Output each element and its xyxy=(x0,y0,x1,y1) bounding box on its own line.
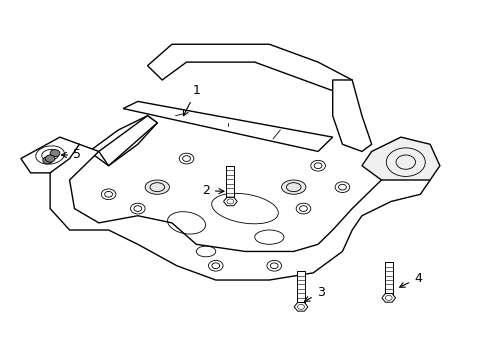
Polygon shape xyxy=(385,262,392,298)
Polygon shape xyxy=(223,197,237,206)
Text: 1: 1 xyxy=(183,84,200,116)
Polygon shape xyxy=(89,116,157,166)
Circle shape xyxy=(50,150,60,157)
Text: 2: 2 xyxy=(202,184,224,197)
Text: 5: 5 xyxy=(61,148,81,162)
Polygon shape xyxy=(362,137,440,180)
Polygon shape xyxy=(382,293,395,302)
Ellipse shape xyxy=(145,180,170,194)
Polygon shape xyxy=(99,116,157,166)
Ellipse shape xyxy=(282,180,306,194)
Text: 3: 3 xyxy=(305,286,324,301)
Polygon shape xyxy=(21,137,79,173)
Polygon shape xyxy=(147,44,352,94)
Polygon shape xyxy=(50,144,430,280)
Text: 4: 4 xyxy=(400,272,422,287)
Polygon shape xyxy=(226,166,234,202)
Circle shape xyxy=(45,155,55,162)
Circle shape xyxy=(43,157,52,164)
Polygon shape xyxy=(297,271,305,307)
Polygon shape xyxy=(294,302,308,311)
Polygon shape xyxy=(333,80,372,152)
Polygon shape xyxy=(123,102,333,152)
